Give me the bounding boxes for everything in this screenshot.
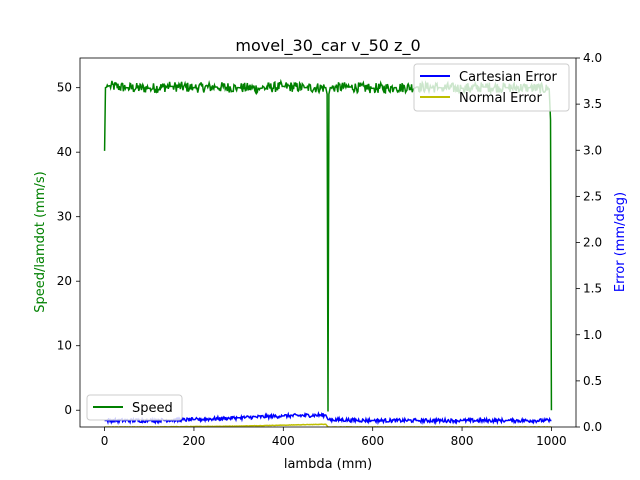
legend-error: Cartesian Error Normal Error	[413, 63, 570, 112]
y-right-tick-label: 2.0	[583, 236, 602, 250]
y-left-tick-label: 30	[57, 210, 72, 224]
x-tick-label: 1000	[536, 434, 567, 448]
y-right-tick-label: 3.5	[583, 97, 602, 111]
y-axis-right-label: Error (mm/deg)	[613, 192, 628, 292]
y-right-tick-label: 0.0	[583, 420, 602, 434]
y-right-tick-label: 4.0	[583, 51, 602, 65]
axes: 0 200 400 600 800 1000 0 10 20 30 40 50 0.0 0.5 1.0 1.5…	[57, 51, 602, 448]
legend-speed-label: Speed	[132, 401, 173, 416]
legend-speed-box	[86, 394, 183, 421]
x-tick-label: 200	[182, 434, 205, 448]
x-tick-label: 0	[101, 434, 109, 448]
y-right-tick-label: 2.5	[583, 189, 602, 203]
x-tick-label: 400	[272, 434, 295, 448]
y-left-tick-label: 40	[57, 145, 72, 159]
legend-normal-error-label: Normal Error	[459, 91, 543, 106]
legend-error-box	[413, 63, 570, 112]
y-left-tick-label: 10	[57, 339, 72, 353]
x-tick-label: 800	[451, 434, 474, 448]
x-axis-label: lambda (mm)	[284, 457, 372, 472]
chart-title: movel_30_car v_50 z_0	[235, 36, 420, 56]
y-right-tick-label: 1.0	[583, 328, 602, 342]
y-right-tick-label: 1.5	[583, 282, 602, 296]
y-right-tick-label: 0.5	[583, 374, 602, 388]
y-left-tick-label: 20	[57, 274, 72, 288]
y-axis-left-label: Speed/lamdot (mm/s)	[33, 171, 48, 312]
y-right-tick-label: 3.0	[583, 143, 602, 157]
legend-cartesian-error-label: Cartesian Error	[459, 70, 558, 85]
y-left-tick-label: 50	[57, 81, 72, 95]
y-left-tick-label: 0	[64, 403, 72, 417]
x-tick-label: 600	[361, 434, 384, 448]
legend-speed: Speed	[86, 394, 183, 421]
